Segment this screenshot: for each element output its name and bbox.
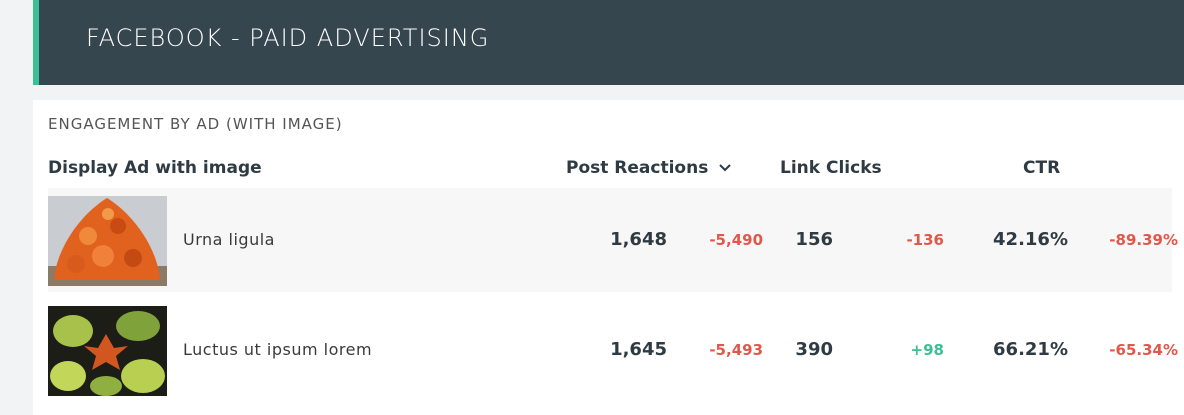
table-row[interactable]: Luctus ut ipsum lorem 1,645 -5,493 390 +98 66… bbox=[48, 298, 1178, 402]
link-clicks-change: +98 bbox=[910, 341, 944, 359]
post-reactions-change: -5,490 bbox=[709, 231, 763, 249]
link-clicks: 390 bbox=[795, 339, 833, 360]
table-row[interactable]: Urna ligula 1,648 -5,490 156 -136 42.16% -89.3… bbox=[48, 188, 1178, 292]
ad-image bbox=[48, 306, 167, 396]
widget-title: ENGAGEMENT BY AD (WITH IMAGE) bbox=[48, 115, 343, 133]
column-header[interactable]: Post Reactions bbox=[566, 158, 732, 178]
ad-name: Luctus ut ipsum lorem bbox=[183, 340, 373, 359]
column-header-text[interactable]: Post Reactions bbox=[566, 158, 709, 178]
header-title: FACEBOOK - PAID ADVERTISING bbox=[86, 24, 490, 52]
post-reactions: 1,645 bbox=[610, 339, 667, 360]
ctr: 42.16% bbox=[993, 229, 1068, 250]
ctr: 66.21% bbox=[993, 339, 1068, 360]
header-bar: FACEBOOK - PAID ADVERTISING bbox=[33, 0, 1184, 85]
post-reactions: 1,648 bbox=[610, 229, 667, 250]
column-header: Display Ad with image bbox=[48, 158, 262, 178]
ctr-change: -65.34% bbox=[1109, 341, 1178, 359]
ad-name: Urna ligula bbox=[183, 230, 275, 249]
column-header: Link Clicks bbox=[780, 158, 882, 178]
link-clicks: 156 bbox=[795, 229, 833, 250]
column-header: CTR bbox=[1023, 158, 1061, 178]
ad-image bbox=[48, 196, 167, 286]
link-clicks-change: -136 bbox=[906, 231, 944, 249]
sort-chevron[interactable] bbox=[718, 163, 732, 173]
widget-card: ENGAGEMENT BY AD (WITH IMAGE) Display Ad… bbox=[33, 100, 1184, 415]
post-reactions-change: -5,493 bbox=[709, 341, 763, 359]
ctr-change: -89.39% bbox=[1109, 231, 1178, 249]
